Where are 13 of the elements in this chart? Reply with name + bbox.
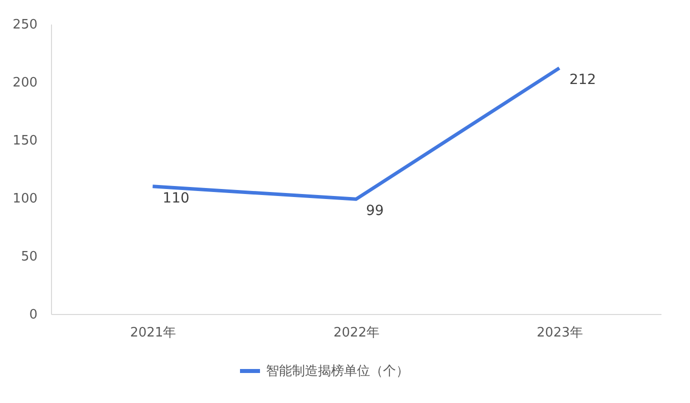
- y-tick-label: 50: [20, 250, 38, 264]
- y-tick-label: 200: [12, 76, 38, 90]
- y-tick-label: 150: [12, 134, 38, 148]
- y-tick-label: 100: [12, 192, 38, 206]
- y-tick-label: 250: [12, 18, 38, 32]
- x-tick-label: 2023年: [536, 326, 583, 340]
- data-label: 212: [569, 72, 596, 88]
- y-tick-label: 0: [29, 308, 38, 322]
- x-tick-label: 2022年: [333, 326, 380, 340]
- legend-label: 智能制造揭榜单位（个）: [266, 364, 409, 379]
- data-label: 99: [366, 203, 384, 220]
- data-label: 110: [162, 190, 190, 206]
- x-tick-label: 2021年: [130, 326, 176, 340]
